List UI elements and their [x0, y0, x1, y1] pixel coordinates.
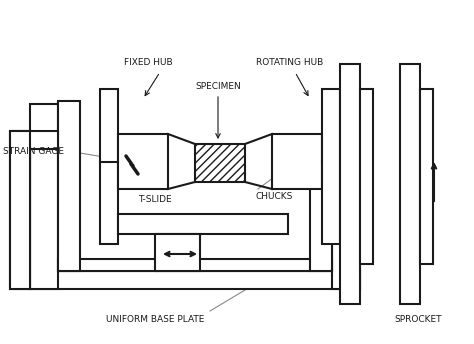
Bar: [30, 271, 360, 289]
Bar: [118, 214, 288, 234]
Bar: [272, 134, 322, 189]
Text: ROTATING HUB: ROTATING HUB: [256, 57, 324, 66]
Text: SPROCKET: SPROCKET: [394, 314, 442, 323]
Bar: [100, 89, 118, 244]
Bar: [400, 64, 420, 304]
Text: FIXED HUB: FIXED HUB: [124, 57, 173, 66]
Bar: [10, 131, 30, 289]
Bar: [10, 131, 58, 149]
Text: UNIFORM BASE PLATE: UNIFORM BASE PLATE: [106, 314, 204, 323]
Text: CHUCKS: CHUCKS: [255, 192, 292, 201]
Bar: [30, 104, 58, 289]
Text: T-SLIDE: T-SLIDE: [138, 194, 172, 204]
Bar: [340, 64, 360, 304]
Bar: [360, 89, 373, 264]
Bar: [332, 149, 360, 289]
Bar: [58, 259, 332, 271]
Bar: [322, 89, 340, 244]
Text: STRAIN GAGE: STRAIN GAGE: [3, 147, 64, 155]
Bar: [10, 149, 30, 289]
Bar: [310, 149, 332, 271]
Text: SPECIMEN: SPECIMEN: [195, 82, 241, 90]
Bar: [155, 234, 200, 271]
Bar: [118, 134, 168, 189]
Bar: [195, 144, 245, 182]
Bar: [58, 101, 80, 271]
Bar: [420, 89, 433, 264]
